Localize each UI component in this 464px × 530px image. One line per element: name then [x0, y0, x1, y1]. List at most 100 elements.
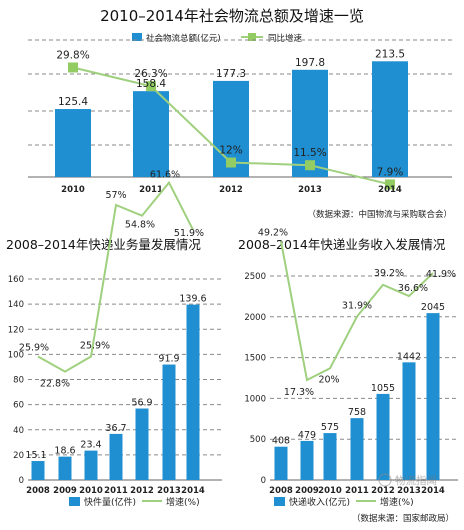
chart1-title: 2010–2014年社会物流总额及增速一览: [100, 7, 364, 25]
chart3-source: （数据来源：国家邮政局）: [352, 513, 454, 524]
c3-bar: [350, 418, 364, 480]
c2-y-tick-label: 20: [13, 451, 24, 461]
c2-x-tick-label: 2010: [79, 486, 103, 496]
c3-y-tick-label: 1000: [244, 394, 266, 404]
c2-growth-line: [37, 180, 194, 373]
chart1-legend-bar-label: 社会物流总额(亿元): [146, 33, 221, 44]
c2-bar-label: 23.4: [80, 440, 101, 451]
chart2-legend-line-label: 增速(%): [166, 496, 200, 508]
c3-bar-label: 758: [348, 407, 366, 418]
c2-growth-label: 25.9%: [19, 342, 49, 353]
c2-y-tick-label: 60: [13, 401, 24, 411]
c3-bar: [376, 393, 390, 480]
c2-bar-label: 15.1: [25, 450, 46, 461]
c2-bar-label: 91.9: [158, 354, 179, 365]
chart1-x-tick-label: 2011: [139, 185, 163, 195]
c2-bar: [58, 456, 72, 480]
c3-bar-label: 408: [272, 436, 290, 447]
chart1-growth-marker: [68, 62, 78, 73]
chart-express-revenue: 2008–2014年快递业务收入发展情况 408 479 575 758 1055 144…: [238, 227, 458, 524]
c2-growth-label: 51.9%: [174, 228, 204, 239]
c3-bar-label: 1442: [397, 351, 421, 362]
c2-y-tick-label: 120: [8, 325, 24, 335]
c3-y-tick-label: 1500: [244, 354, 266, 364]
c3-growth-line: [280, 241, 434, 382]
chart1-bar: [372, 61, 408, 177]
chart-logistics-total: 2010–2014年社会物流总额及增速一览 社会物流总额(亿元) 同比增速 12…: [28, 7, 452, 220]
chart2-title: 2008–2014年快递业务量发展情况: [6, 237, 201, 252]
chart1-growth-marker: [385, 179, 395, 190]
c3-y-tick-label: 500: [250, 435, 266, 445]
chart3-title: 2008–2014年快递业务收入发展情况: [238, 237, 446, 252]
c3-bar: [323, 433, 337, 480]
watermark: 物流指闻: [378, 473, 437, 487]
c3-growth-label: 41.9%: [426, 269, 456, 280]
c2-x-tick-label: 2011: [104, 486, 128, 496]
chart1-growth-label: 12%: [219, 145, 242, 157]
chart1-growth-label: 29.8%: [56, 49, 89, 61]
c2-x-tick-label: 2014: [181, 486, 205, 496]
chart-express-volume: 2008–2014年快递业务量发展情况 15.1 18.6 23.4 36.7 56.9…: [6, 170, 222, 508]
c3-bar-label: 479: [298, 430, 316, 441]
watermark-text: 物流指闻: [395, 474, 437, 487]
chart3-legend-line-label: 增速(%): [380, 496, 414, 508]
chart1-bar: [133, 91, 169, 177]
c3-growth-label: 31.9%: [342, 301, 372, 312]
c2-x-tick-label: 2008: [26, 486, 50, 496]
c3-y-tick-label: 2500: [244, 272, 266, 282]
c2-bar: [31, 461, 45, 480]
c3-growth-label: 36.6%: [398, 283, 428, 294]
c2-y-tick-label: 0: [19, 476, 24, 486]
c2-growth-label: 57%: [105, 190, 126, 201]
chart3-legend: 快递收入(亿元) 增速(%): [274, 496, 414, 508]
c2-growth-label: 25.9%: [80, 340, 110, 351]
c2-y-tick-label: 160: [8, 275, 24, 285]
chart3-legend-bar-label: 快递收入(亿元): [289, 496, 350, 508]
chart1-growth-marker: [146, 81, 156, 92]
c2-bar-label: 18.6: [54, 446, 75, 457]
c3-y-tick-label: 2000: [244, 313, 266, 323]
chart1-legend: 社会物流总额(亿元) 同比增速: [132, 33, 303, 44]
chart1-growth-marker: [305, 160, 315, 171]
c3-bar: [300, 440, 314, 480]
c3-growth-label: 39.2%: [374, 268, 404, 279]
c3-y-tick-label: 0: [261, 476, 266, 486]
chart1-bar: [292, 69, 328, 177]
c3-bar: [426, 313, 440, 480]
chart3-legend-bar-swatch: [274, 497, 285, 506]
chart2-legend: 快件量(亿件) 增速(%): [69, 496, 200, 508]
c3-x-tick-label: 2012: [371, 486, 395, 496]
c3-bar-label: 2045: [421, 302, 445, 313]
c2-bar-label: 56.9: [131, 398, 152, 409]
chart1-growth-label: 11.5%: [293, 147, 326, 159]
chart1-growth-label: 7.9%: [377, 166, 404, 178]
chart1-bar-label: 197.8: [295, 57, 325, 69]
c2-growth-label: 54.8%: [125, 220, 155, 231]
c3-x-tick-label: 2013: [397, 486, 421, 496]
chart2-legend-bar-swatch: [69, 497, 80, 506]
chart1-legend-bar-swatch: [132, 33, 142, 41]
c3-bar: [274, 446, 288, 480]
c3-x-tick-label: 2008: [269, 486, 293, 496]
chart1-x-tick-label: 2012: [219, 185, 243, 195]
chart1-bar: [55, 109, 91, 177]
c2-bar: [135, 408, 149, 480]
chart1-legend-marker-swatch: [248, 33, 256, 41]
c2-bar-label: 36.7: [105, 423, 126, 434]
c3-bar-label: 1055: [371, 383, 395, 394]
c2-bar: [162, 364, 176, 480]
c2-growth-label: 61.6%: [150, 170, 180, 181]
chart1-growth-label: 26.3%: [134, 68, 167, 80]
c2-growth-label: 22.8%: [40, 379, 70, 390]
c2-y-tick-label: 140: [8, 300, 24, 310]
c3-growth-label: 49.2%: [258, 227, 288, 238]
c2-bar: [186, 304, 200, 480]
c2-bar: [84, 450, 98, 480]
c3-x-tick-label: 2010: [318, 486, 342, 496]
c2-bar-label: 139.6: [179, 294, 206, 305]
chart1-source: （数据来源：中国物流与采购联合会）: [307, 209, 452, 220]
chart1-legend-line-label: 同比增速: [268, 33, 303, 44]
c3-x-tick-label: 2009: [295, 486, 319, 496]
chart1-x-tick-label: 2010: [61, 185, 85, 195]
